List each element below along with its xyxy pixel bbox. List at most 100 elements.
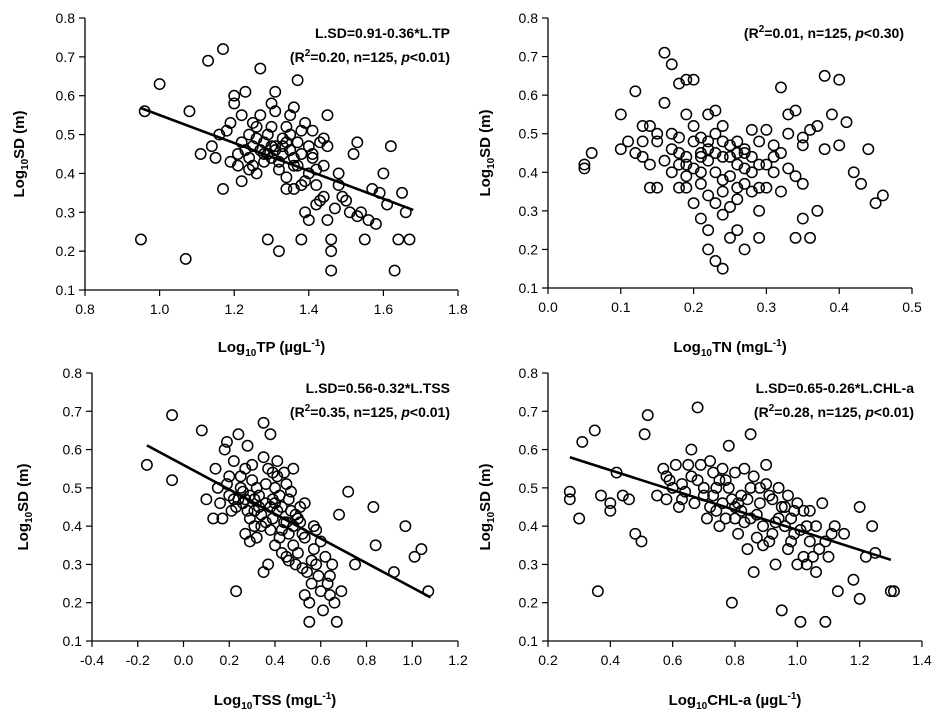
data-point [753,481,766,494]
x-axis-label: Log10TN (mgL-1) [673,338,786,359]
data-point [235,109,248,122]
data-point [709,127,722,140]
data-point [358,233,371,246]
data-point [716,150,729,163]
data-point [791,497,804,510]
data-point [291,136,304,149]
data-point [732,497,745,510]
y-tick-label: 0.1 [519,280,539,296]
data-point [264,524,277,536]
x-tick-label: 0.1 [611,299,631,315]
data-point [257,416,270,429]
data-point [709,166,722,179]
data-point [753,204,766,217]
x-tick-label: 0.0 [538,299,558,315]
regression-stats: (R2=0.28, n=125, p<0.01) [754,403,914,420]
data-point [810,566,822,579]
data-point [399,520,412,533]
chart-panel-tss: -0.4 -0.2 0.0 0.2 0.4 0.6 0.8 1.0 1.2 0.1 0.2 0.3 0.… [15,365,468,712]
data-point [701,512,713,525]
data-point [351,136,364,149]
data-point [660,470,673,483]
data-point [724,231,736,244]
data-point [810,520,822,533]
data-point [328,596,341,609]
data-point [273,531,286,544]
data-point [760,158,773,171]
data-point [731,181,744,194]
data-point [789,170,802,183]
data-point [228,89,241,102]
data-point [724,150,736,163]
data-point [273,245,285,258]
data-point [351,210,364,223]
x-tick-label: 0.8 [357,652,377,668]
data-point [332,167,345,180]
x-tick-label: 0.0 [174,652,194,668]
y-tick-label: 0.2 [56,243,76,259]
data-point [724,139,736,152]
y-tick-label: 0.7 [519,49,539,65]
x-tick-label: 1.4 [912,652,932,668]
y-tick-label: 0.3 [56,204,76,220]
data-point [680,73,693,86]
data-point [306,151,319,164]
data-point [367,501,380,513]
y-tick-label: 0.6 [56,88,76,104]
data-point [340,194,353,207]
data-point [713,520,726,533]
y-tick-label: 0.2 [63,595,83,611]
data-point [323,589,336,602]
data-point [853,501,866,513]
data-point [202,54,215,67]
data-point [306,124,319,137]
data-point [254,109,267,122]
x-tick-label: -0.2 [126,652,150,668]
data-point [806,550,819,563]
data-point [702,243,715,256]
data-point [702,154,715,167]
data-point [665,127,678,140]
data-point [716,174,729,186]
data-point [838,527,851,540]
data-point [629,85,642,98]
data-point [257,566,270,579]
data-point [719,474,732,487]
data-point [685,443,698,456]
data-point [614,143,627,156]
data-point [377,167,390,180]
data-point [250,531,263,544]
data-point [767,139,780,152]
data-point [209,462,222,475]
data-point [289,558,302,571]
data-point [825,527,838,540]
data-point [321,109,334,122]
data-point [614,108,627,121]
data-point [255,508,268,521]
data-point [243,512,256,525]
x-tick-label: 0.8 [75,301,95,317]
data-point [745,185,758,198]
data-point [833,139,846,152]
data-point [804,231,817,244]
regression-stats: (R2=0.01, n=125, p<0.30) [744,24,904,41]
data-point [825,108,838,121]
data-point [310,179,323,192]
data-point [819,615,832,628]
data-point [694,147,707,159]
data-point [325,245,338,258]
data-point [760,458,773,471]
regression-equation: L.SD=0.91-0.36*L.TP [315,25,450,41]
data-point [744,512,757,525]
data-point [218,443,231,456]
data-point [673,77,685,90]
x-tick-label: 0.2 [684,299,704,315]
regression-stats: (R2=0.20, n=125, p<0.01) [290,48,450,65]
data-point [782,543,794,556]
data-point [757,539,769,552]
data-point [682,458,695,471]
data-point [745,123,758,136]
x-tick-label: 0.5 [902,299,922,315]
regression-stats: (R2=0.35, n=125, p<0.01) [290,403,450,420]
data-point [738,462,751,475]
